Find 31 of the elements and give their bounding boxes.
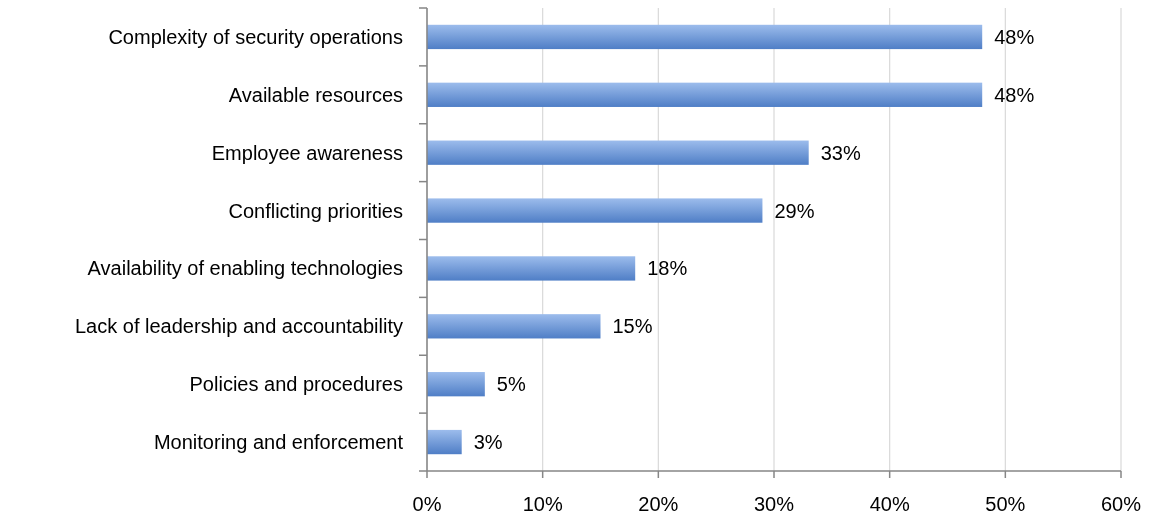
y-tick-label: Monitoring and enforcement <box>153 431 404 454</box>
y-tick-label: Availability of enabling technologies <box>87 257 403 280</box>
data-label: 5% <box>496 373 526 396</box>
x-tick-label: 50% <box>985 493 1026 515</box>
bar <box>427 372 485 397</box>
x-tick-label: 30% <box>753 493 795 515</box>
x-tick-label: 60% <box>1100 493 1142 515</box>
bar <box>427 256 636 281</box>
x-tick-label: 20% <box>638 493 679 515</box>
x-tick-label: 10% <box>522 493 563 515</box>
bar <box>427 198 763 223</box>
bar <box>427 24 983 50</box>
data-label: 15% <box>612 315 653 338</box>
data-label: 18% <box>647 257 688 280</box>
x-tick-label: 0% <box>412 493 442 515</box>
x-tick-label: 40% <box>869 493 910 515</box>
bar <box>427 429 462 455</box>
data-label: 48% <box>994 25 1035 48</box>
y-tick-label: Complexity of security operations <box>108 25 403 48</box>
bar <box>427 140 809 165</box>
bar <box>427 314 601 339</box>
y-tick-label: Policies and procedures <box>189 373 403 396</box>
data-label: 33% <box>820 141 861 164</box>
y-tick-label: Lack of leadership and accountability <box>75 315 403 338</box>
y-tick-label: Conflicting priorities <box>228 199 403 222</box>
y-tick-label: Available resources <box>228 83 403 106</box>
y-tick-label: Employee awareness <box>211 141 403 164</box>
data-label: 29% <box>774 199 815 222</box>
data-label: 48% <box>994 83 1035 106</box>
data-label: 3% <box>473 431 503 454</box>
bar <box>427 82 983 107</box>
